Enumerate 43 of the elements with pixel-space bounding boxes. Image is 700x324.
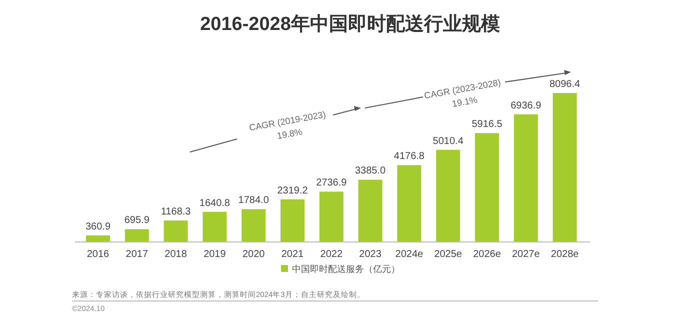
bar — [242, 209, 266, 242]
x-tick-label: 2019 — [204, 249, 226, 260]
bar — [86, 235, 110, 242]
bar — [164, 220, 188, 242]
data-label: 5010.4 — [432, 136, 464, 147]
bar — [514, 114, 538, 242]
bar — [436, 150, 460, 242]
data-label: 360.9 — [85, 221, 111, 232]
data-label: 695.9 — [124, 215, 150, 226]
x-tick-label: 2025e — [434, 249, 462, 260]
annotation: 19.1% — [451, 94, 478, 109]
bar — [319, 192, 344, 242]
x-tick-label: 2027e — [512, 249, 540, 260]
x-tick-label: 2018 — [164, 249, 188, 260]
data-label: 4176.8 — [394, 151, 425, 162]
x-tick-label: 2020 — [242, 249, 266, 260]
x-tick-label: 2028e — [550, 249, 580, 260]
bar — [124, 229, 149, 242]
chart-title: 2016-2028年中国即时配送行业规模 — [200, 13, 500, 35]
data-label: 6936.9 — [510, 100, 542, 112]
data-label: 1784.0 — [238, 195, 270, 206]
legend-label: 中国即时配送服务（亿元） — [292, 264, 400, 274]
data-label: 3385.0 — [355, 166, 386, 177]
x-tick-label: 2026e — [473, 249, 502, 260]
bar — [358, 180, 382, 242]
data-label: 1640.8 — [199, 198, 230, 209]
bar — [202, 212, 227, 242]
x-tick-label: 2021 — [281, 249, 304, 260]
bar — [397, 165, 422, 242]
x-tick-label: 2022 — [320, 249, 343, 260]
data-label: 2736.9 — [316, 178, 348, 189]
data-label: 5916.5 — [472, 119, 503, 130]
bar — [552, 93, 577, 242]
data-label: 1168.3 — [160, 206, 192, 218]
annotation: 19.8% — [276, 126, 304, 141]
x-tick-label: 2024e — [395, 249, 424, 260]
x-tick-label: 2023 — [359, 249, 382, 260]
x-tick-label: 2017 — [126, 249, 148, 260]
data-label: 8096.4 — [550, 79, 581, 90]
bar — [475, 133, 499, 242]
bar — [280, 199, 304, 242]
data-label: 2319.2 — [277, 185, 308, 196]
x-tick-label: 2016 — [86, 249, 110, 260]
